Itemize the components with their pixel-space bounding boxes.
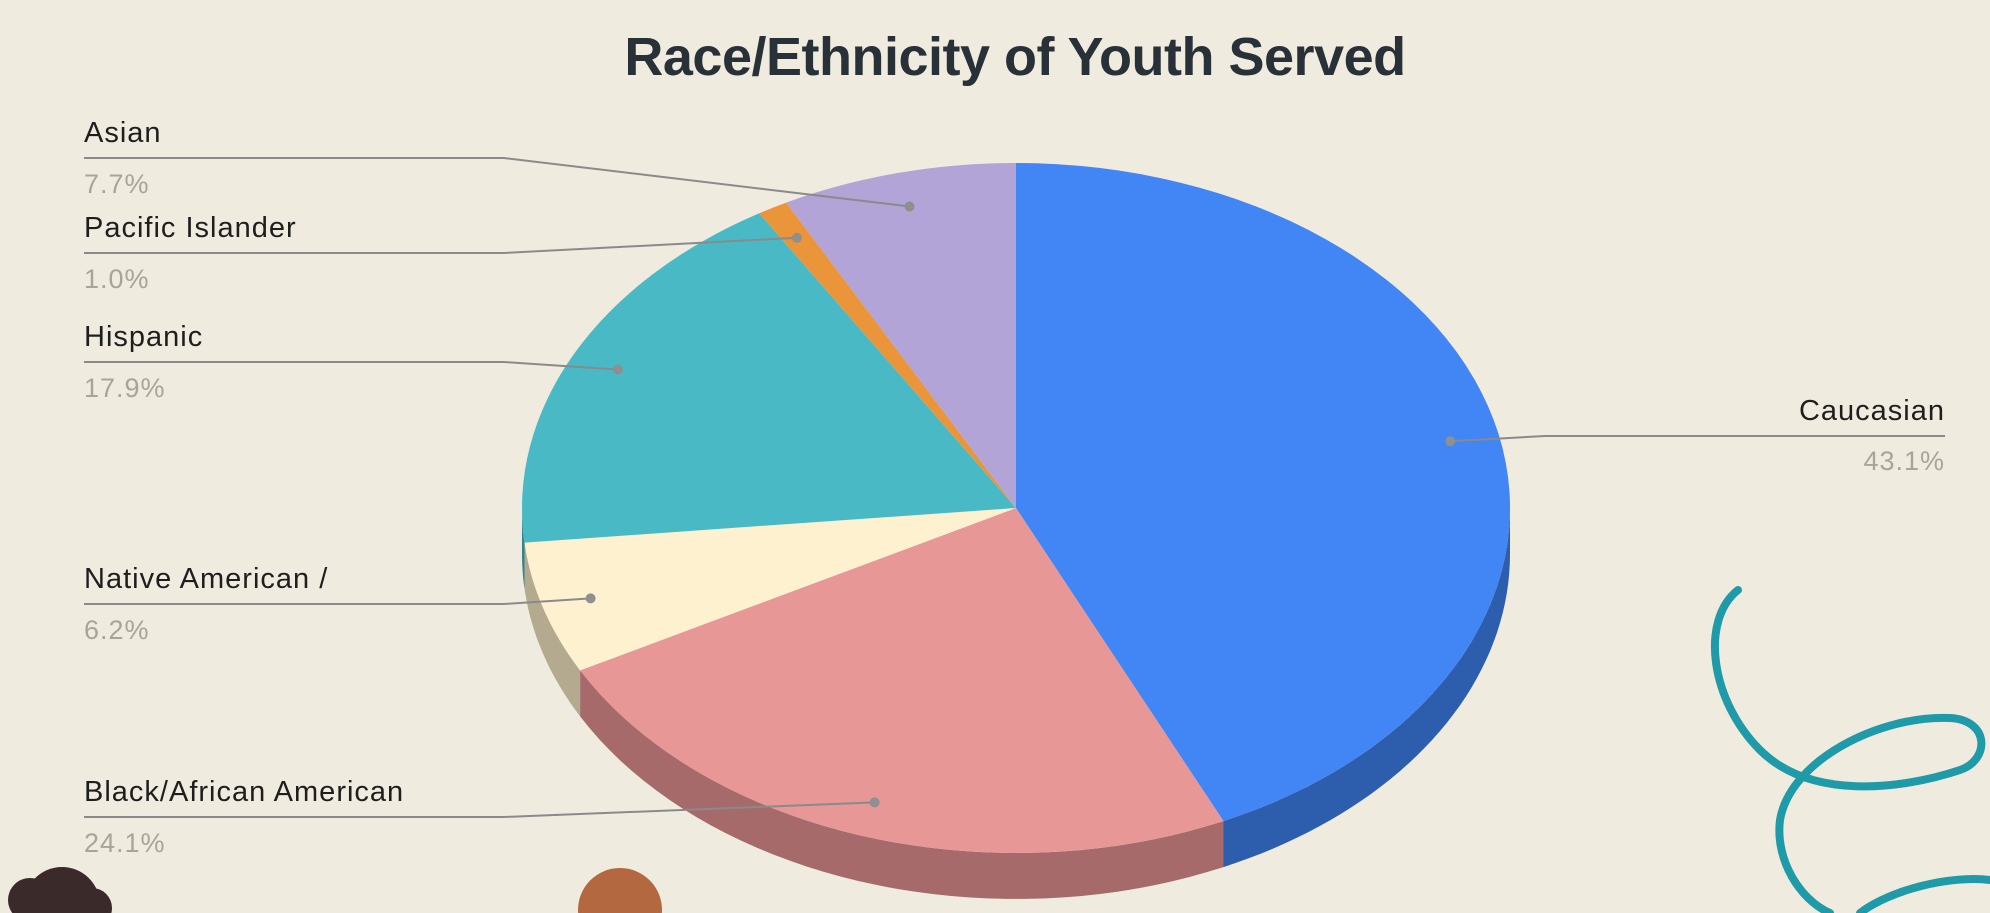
slice-label-pacific-islander: Pacific Islander: [84, 212, 297, 244]
slice-label-caucasian: Caucasian: [1799, 395, 1945, 427]
slice-label-hispanic: Hispanic: [84, 321, 203, 353]
slice-label-black-african-american: Black/African American: [84, 776, 404, 808]
decorative-hair-illustration: [8, 867, 662, 913]
decorative-swirl: [1710, 586, 1990, 913]
slice-value-black-african-american: 24.1%: [84, 828, 166, 858]
pie-3d-sides: [522, 508, 1510, 899]
slice-side-hispanic: [522, 508, 525, 589]
slice-hispanic[interactable]: [522, 213, 1016, 543]
slice-side-caucasian: [1223, 508, 1510, 868]
leader-dot-black-african-american: [869, 797, 880, 808]
slice-native-american[interactable]: [524, 508, 1017, 671]
leader-dot-caucasian: [1445, 436, 1456, 447]
leader-line-asian: [84, 157, 910, 208]
slice-value-native-american: 6.2%: [84, 615, 150, 645]
leader-dot-asian: [904, 201, 915, 212]
slice-value-hispanic: 17.9%: [84, 373, 166, 403]
leader-lines: [84, 157, 1945, 818]
slice-pacific-islander[interactable]: [759, 202, 1016, 508]
slice-value-pacific-islander: 1.0%: [84, 264, 150, 294]
slice-value-caucasian: 43.1%: [1863, 446, 1945, 476]
leader-dot-native-american: [585, 593, 596, 604]
leader-dot-hispanic: [613, 364, 623, 375]
leader-dot-pacific-islander: [791, 232, 802, 243]
leader-line-caucasian: [1450, 435, 1945, 443]
leader-line-black-african-american: [84, 801, 875, 818]
slice-label-asian: Asian: [84, 117, 162, 149]
slice-caucasian[interactable]: [1016, 163, 1511, 822]
slice-side-black-african-american: [580, 670, 1224, 899]
pie-slices: [522, 163, 1511, 854]
leader-line-native-american: [84, 597, 591, 605]
slice-value-asian: 7.7%: [84, 169, 150, 199]
leader-line-hispanic: [84, 361, 619, 371]
slice-labels: Caucasian 43.1% Black/African American 24.1…: [84, 117, 1945, 858]
leader-line-pacific-islander: [84, 236, 797, 254]
slice-asian[interactable]: [786, 163, 1016, 508]
slice-side-native-american: [524, 542, 581, 717]
chart-title: Race/Ethnicity of Youth Served: [624, 27, 1406, 87]
slice-black-african-american[interactable]: [580, 508, 1224, 854]
slice-label-native-american: Native American /: [84, 563, 328, 595]
